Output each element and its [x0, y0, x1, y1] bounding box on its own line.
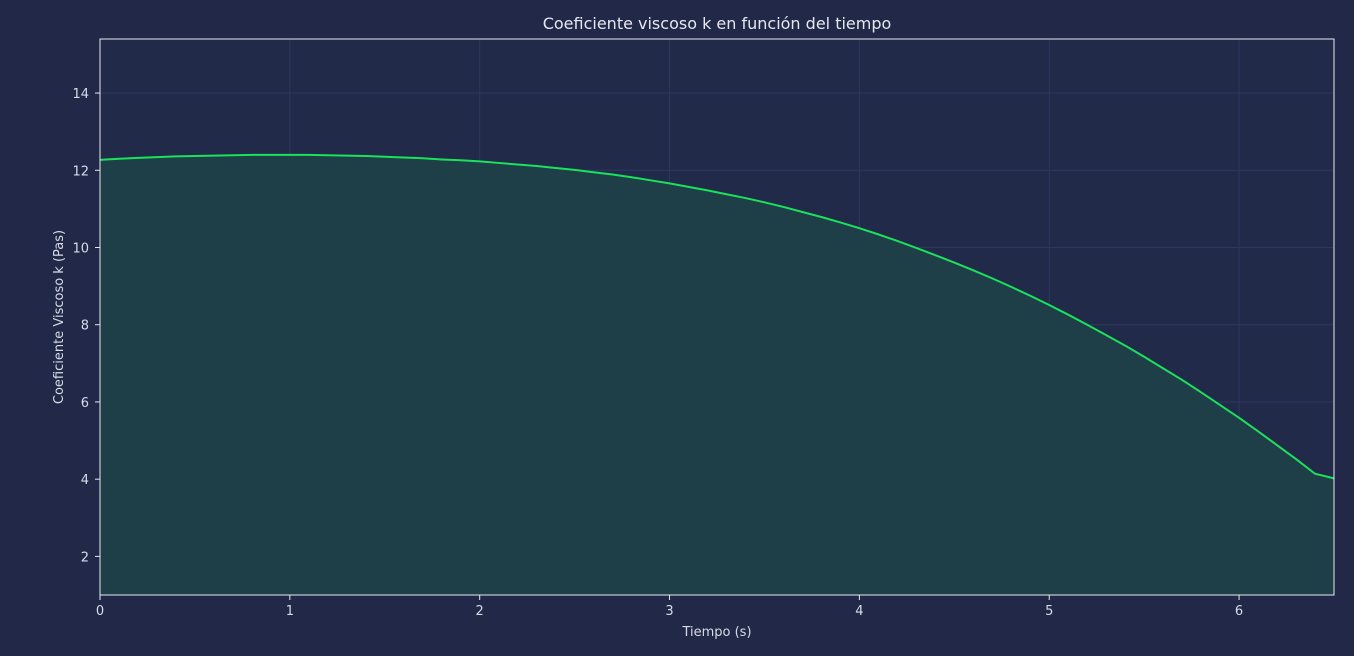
x-tick-label: 4: [855, 604, 863, 619]
x-tick-label: 0: [96, 604, 104, 619]
x-axis-ticks: 0 1 2 3 4 5 6: [96, 595, 1243, 619]
y-tick-label: 6: [81, 396, 89, 411]
y-tick-label: 4: [81, 473, 89, 488]
x-tick-label: 2: [476, 604, 484, 619]
x-tick-label: 6: [1235, 604, 1243, 619]
x-tick-label: 5: [1045, 604, 1053, 619]
y-axis-ticks: 2 4 6 8 10 12 14: [72, 87, 100, 565]
y-tick-label: 14: [72, 87, 89, 102]
y-tick-label: 12: [72, 164, 89, 179]
y-axis-label: Coeficiente Viscoso k (Pas): [52, 230, 67, 404]
area-fill: [100, 154, 1334, 595]
x-axis-label: Tiempo (s): [681, 625, 751, 640]
data-line: [99, 153, 1335, 480]
y-tick-label: 10: [72, 242, 89, 257]
x-tick-label: 3: [665, 604, 673, 619]
plot-frame: [99, 38, 1335, 596]
x-tick-label: 1: [286, 604, 294, 619]
y-tick-label: 2: [81, 550, 89, 565]
chart-title: Coeficiente viscoso k en función del tie…: [543, 14, 892, 33]
y-tick-label: 8: [81, 319, 89, 334]
